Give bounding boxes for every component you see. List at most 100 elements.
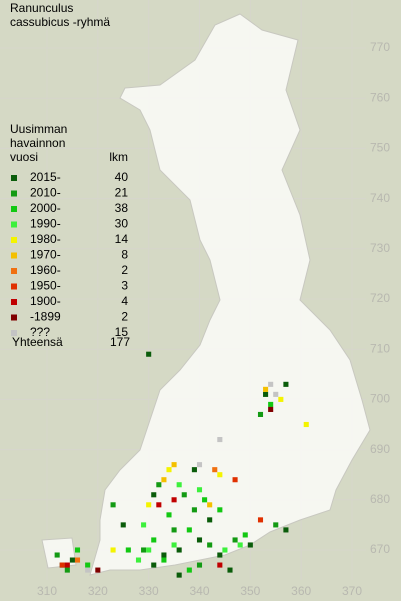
observation-square	[176, 572, 182, 578]
observation-square	[141, 522, 147, 528]
y-tick-label: 710	[370, 341, 390, 355]
finland-outline	[89, 13, 371, 576]
observation-square	[247, 542, 253, 548]
y-tick-label: 700	[370, 392, 390, 406]
legend-label: 1960-	[30, 263, 61, 277]
observation-square	[161, 552, 167, 558]
legend-count: 2	[121, 263, 128, 277]
observation-square	[146, 351, 152, 357]
observation-square	[196, 462, 203, 468]
observation-square	[283, 381, 289, 387]
observation-square	[151, 492, 157, 498]
legend-count: 2	[121, 310, 128, 324]
x-tick-label: 310	[37, 584, 57, 598]
observation-square	[141, 547, 147, 553]
legend-count: 8	[121, 248, 128, 262]
observation-square	[120, 522, 126, 528]
legend-label: 2010-	[30, 186, 61, 200]
observation-square	[59, 562, 65, 568]
legend-swatch	[11, 175, 17, 181]
x-tick-label: 370	[342, 584, 362, 598]
observation-square	[146, 502, 152, 508]
legend-label: 1950-	[30, 279, 61, 293]
y-tick-label: 750	[370, 141, 390, 155]
observation-square	[191, 467, 197, 473]
legend-swatch	[11, 268, 17, 274]
observation-square	[232, 537, 238, 543]
observation-square	[110, 547, 116, 553]
observation-square	[171, 527, 177, 533]
x-tick-label: 360	[291, 584, 311, 598]
legend-label: 2015-	[30, 170, 61, 184]
legend-count: 38	[115, 201, 129, 215]
legend-title: havainnon	[10, 136, 65, 150]
observation-square	[171, 497, 177, 503]
legend-swatch	[11, 283, 17, 290]
observation-square	[283, 527, 289, 533]
observation-square	[186, 527, 192, 533]
y-tick-label: 720	[370, 291, 390, 305]
observation-square	[212, 467, 218, 473]
y-tick-label: 770	[370, 40, 390, 54]
observation-square	[217, 562, 223, 568]
observation-square	[110, 502, 116, 508]
observation-square	[151, 537, 157, 543]
total: 177	[110, 335, 130, 349]
observation-square	[207, 502, 213, 508]
legend-swatch	[11, 237, 17, 243]
legend-count: 14	[115, 232, 129, 246]
legend-label: 1900-	[30, 294, 61, 308]
legend-label: ???	[30, 325, 50, 339]
y-tick-label: 680	[370, 492, 390, 506]
observation-square	[207, 542, 213, 548]
observation-square	[217, 507, 223, 513]
observation-square	[303, 421, 309, 428]
observation-square	[171, 462, 177, 468]
legend-count: 40	[115, 170, 129, 184]
observation-square	[74, 547, 81, 553]
observation-square	[278, 396, 284, 402]
observation-square	[191, 507, 197, 513]
y-tick-label: 730	[370, 241, 390, 255]
observation-squares	[54, 351, 309, 578]
legend-count: 3	[121, 279, 128, 293]
y-tick-label: 740	[370, 191, 390, 205]
observation-square	[257, 517, 264, 523]
legend-label: 1970-	[30, 248, 61, 262]
observation-square	[222, 547, 228, 553]
observation-square	[161, 557, 167, 563]
observation-square	[64, 567, 70, 573]
x-tick-label: 330	[139, 584, 159, 598]
observation-square	[176, 547, 182, 553]
count-header: lkm	[109, 150, 128, 164]
observation-square	[196, 537, 203, 543]
observation-square	[268, 406, 274, 412]
observation-square	[156, 482, 162, 488]
observation-square	[268, 401, 274, 407]
observation-square	[181, 492, 187, 498]
observation-square	[176, 482, 182, 488]
x-tick-label: 320	[88, 584, 108, 598]
observation-square	[171, 542, 177, 548]
observation-square	[166, 512, 172, 518]
legend-count: 4	[121, 294, 128, 308]
observation-square	[242, 532, 248, 538]
total-label: Yhteensä	[12, 335, 63, 349]
legend-count: 21	[115, 186, 129, 200]
observation-square	[273, 391, 279, 397]
legend-label: -1899	[30, 310, 61, 324]
legend-label: 1980-	[30, 232, 61, 246]
observation-square	[217, 472, 223, 478]
legend-count: 15	[115, 325, 129, 339]
x-tick-label: 340	[189, 584, 209, 598]
legend-swatch	[11, 206, 17, 212]
observation-square	[273, 522, 279, 528]
observation-square	[95, 567, 101, 573]
legend-swatch	[11, 299, 17, 305]
legend: 310 320 330 340 350 360 3706706806907007107207…	[10, 1, 390, 598]
observation-square	[69, 557, 75, 563]
observation-square	[54, 552, 60, 558]
legend-count: 30	[115, 217, 129, 231]
observation-square	[151, 562, 157, 568]
